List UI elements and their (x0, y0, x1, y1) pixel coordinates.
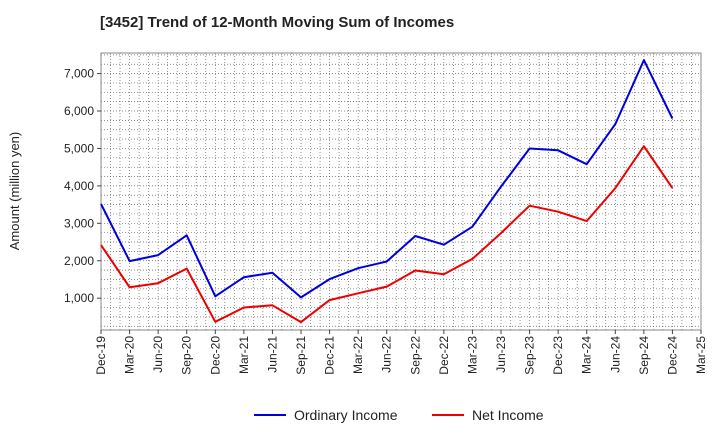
x-tick-label: Sep-24 (637, 336, 651, 375)
series-line-net-income (100, 145, 674, 324)
x-tick-label: Jun-24 (608, 336, 622, 373)
y-tick-label: 6,000 (64, 104, 94, 118)
y-tick-label: 7,000 (64, 67, 94, 81)
x-tick-label: Jun-22 (380, 336, 394, 373)
y-tick-label: 2,000 (64, 254, 94, 268)
x-tick-label: Dec-21 (323, 336, 337, 375)
x-tick-label: Dec-20 (208, 336, 222, 375)
legend: Ordinary Income Net Income (254, 407, 544, 423)
x-tick-label: Mar-20 (123, 336, 137, 374)
x-tick-label: Dec-24 (665, 336, 679, 375)
x-tick-label: Jun-20 (151, 336, 165, 373)
x-tick-label: Mar-24 (580, 336, 594, 374)
x-tick-label: Mar-23 (465, 336, 479, 374)
x-tick-label: Jun-21 (265, 336, 279, 373)
x-axis-ticks: Dec-19 Mar-20 Jun-20 Sep-20 Dec-20 Mar-21 Jun-… (94, 330, 708, 375)
x-tick-label: Sep-20 (180, 336, 194, 375)
x-tick-label: Sep-21 (294, 336, 308, 375)
x-tick-label: Sep-23 (523, 336, 537, 375)
x-tick-label: Mar-25 (694, 336, 708, 374)
x-tick-label: Mar-21 (237, 336, 251, 374)
plot-area (100, 52, 702, 331)
series-line-ordinary-income (100, 59, 674, 299)
x-tick-label: Sep-22 (408, 336, 422, 375)
x-tick-label: Dec-22 (437, 336, 451, 375)
x-tick-label: Dec-19 (94, 336, 108, 375)
x-tick-label: Jun-23 (494, 336, 508, 373)
y-axis-label: Amount (million yen) (7, 132, 22, 251)
y-tick-label: 4,000 (64, 179, 94, 193)
grid-lines (100, 53, 702, 330)
y-tick-label: 5,000 (64, 141, 94, 155)
x-tick-label: Dec-23 (551, 336, 565, 375)
y-axis-ticks: 1,000 2,000 3,000 4,000 5,000 6,000 7,000 (64, 67, 101, 305)
x-tick-label: Mar-22 (351, 336, 365, 374)
y-tick-label: 3,000 (64, 216, 94, 230)
y-tick-label: 1,000 (64, 291, 94, 305)
legend-label-net-income: Net Income (472, 407, 544, 423)
legend-label-ordinary-income: Ordinary Income (294, 407, 398, 423)
chart-title: [3452] Trend of 12-Month Moving Sum of I… (100, 14, 455, 31)
series-lines (100, 59, 674, 324)
